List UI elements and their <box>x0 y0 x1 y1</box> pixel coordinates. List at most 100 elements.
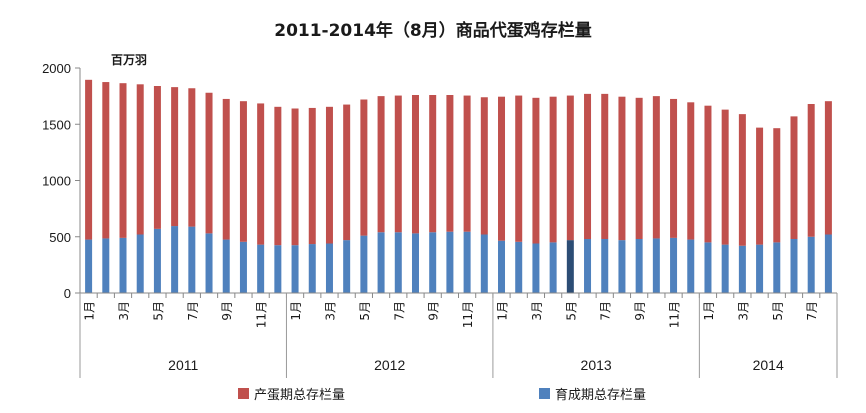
x-tick-label: 1月 <box>496 301 510 321</box>
x-tick-label: 3月 <box>117 301 131 321</box>
year-label: 2011 <box>168 357 198 373</box>
bar-segment-laying <box>102 82 110 239</box>
bar-segment-laying <box>532 97 540 244</box>
bar-segment-rearing <box>721 244 729 293</box>
bar-segment-rearing <box>446 231 454 293</box>
bar-segment-rearing <box>274 245 282 293</box>
bar-segment-rearing <box>670 237 678 293</box>
legend-label: 产蛋期总存栏量 <box>254 388 345 403</box>
bar-segment-laying <box>773 128 781 243</box>
bar-segment-rearing <box>360 235 368 293</box>
bar-segment-rearing <box>566 240 574 293</box>
x-tick-label: 7月 <box>599 301 613 321</box>
bar-segment-laying <box>171 87 179 227</box>
bar-segment-rearing <box>480 234 488 293</box>
bar-segment-laying <box>239 101 247 242</box>
y-tick-label: 0 <box>64 286 71 301</box>
x-tick-label: 1月 <box>289 301 303 321</box>
bar-segment-laying <box>480 97 488 235</box>
bar-segment-rearing <box>824 234 832 293</box>
bar-segment-rearing <box>291 245 299 293</box>
bar-segment-rearing <box>463 231 471 293</box>
bar-segment-laying <box>325 106 333 244</box>
bar-segment-rearing <box>308 244 316 293</box>
bar-segment-laying <box>515 95 523 242</box>
bar-segment-laying <box>343 104 351 241</box>
bar-segment-laying <box>411 95 419 234</box>
y-axis: 0 500 1000 1500 2000 <box>42 61 81 301</box>
bar-segment-laying <box>291 108 299 246</box>
x-tick-label: 5月 <box>358 301 372 321</box>
bar-segment-laying <box>463 95 471 232</box>
x-tick-label: 9月 <box>427 301 441 321</box>
bar-segment-rearing <box>119 237 127 293</box>
x-tick-label: 5月 <box>771 301 785 321</box>
bar-segment-rearing <box>652 238 660 293</box>
year-label: 2012 <box>374 357 405 373</box>
bar-segment-laying <box>549 96 557 243</box>
y-tick-label: 2000 <box>42 61 71 76</box>
bar-segment-laying <box>601 93 609 239</box>
bar-segment-laying <box>119 83 127 238</box>
bar-segment-rearing <box>171 226 179 293</box>
bar-segment-rearing <box>807 236 815 293</box>
x-tick-label: 5月 <box>564 301 578 321</box>
bar-segment-laying <box>153 86 161 229</box>
bar-segment-rearing <box>394 232 402 293</box>
bar-segment-rearing <box>325 243 333 293</box>
bar-segment-laying <box>738 114 746 246</box>
bar-segment-rearing <box>635 239 643 293</box>
bar-segment-laying <box>136 84 144 235</box>
bar-segment-rearing <box>498 240 506 293</box>
y-tick-label: 500 <box>49 230 71 245</box>
chart-title: 2011-2014年（8月）商品代蛋鸡存栏量 <box>274 20 592 41</box>
legend-label: 育成期总存栏量 <box>555 387 646 403</box>
x-tick-label: 5月 <box>151 301 165 321</box>
bar-segment-laying <box>670 98 678 238</box>
bar-segment-laying <box>756 127 764 245</box>
bar-segment-laying <box>790 116 798 239</box>
bar-segment-rearing <box>429 232 437 293</box>
unit-label: 百万羽 <box>111 53 147 67</box>
bar-segment-rearing <box>257 244 265 293</box>
bar-segment-laying <box>205 92 213 234</box>
x-tick-label: 3月 <box>736 301 750 321</box>
bar-segment-rearing <box>618 240 626 293</box>
bar-segment-laying <box>807 104 815 237</box>
y-tick-label: 1000 <box>42 174 71 189</box>
x-tick-label: 9月 <box>633 301 647 321</box>
bar-segment-laying <box>446 95 454 232</box>
bar-segment-laying <box>652 96 660 239</box>
bar-segment-laying <box>721 109 729 245</box>
legend-swatch <box>238 388 249 399</box>
x-tick-label: 11月 <box>668 301 682 328</box>
bar-segment-laying <box>308 107 316 245</box>
bar-segment-laying <box>618 96 626 241</box>
bar-segment-rearing <box>102 238 110 293</box>
legend-swatch <box>539 388 550 399</box>
year-label: 2014 <box>753 357 784 373</box>
bar-segment-rearing <box>85 239 93 293</box>
bar-segment-rearing <box>790 239 798 293</box>
year-label: 2013 <box>581 357 612 373</box>
bar-segment-rearing <box>515 241 523 293</box>
bar-segment-laying <box>85 79 93 240</box>
x-tick-label: 1月 <box>702 301 716 321</box>
bar-segment-rearing <box>549 242 557 293</box>
bar-segment-rearing <box>532 243 540 293</box>
bar-segment-laying <box>394 95 402 233</box>
bar-segment-rearing <box>153 228 161 293</box>
x-tick-label: 7月 <box>392 301 406 321</box>
bar-segment-rearing <box>773 242 781 293</box>
bar-segment-laying <box>222 98 230 240</box>
bar-segment-laying <box>429 95 437 233</box>
bar-segment-laying <box>274 106 282 246</box>
bar-segment-rearing <box>687 239 695 293</box>
bar-segment-laying <box>824 101 832 235</box>
x-tick-label: 11月 <box>461 301 475 328</box>
bar-segment-laying <box>257 103 265 245</box>
bar-segment-rearing <box>136 234 144 293</box>
bar-segment-rearing <box>601 239 609 293</box>
bar-segment-laying <box>377 96 385 233</box>
